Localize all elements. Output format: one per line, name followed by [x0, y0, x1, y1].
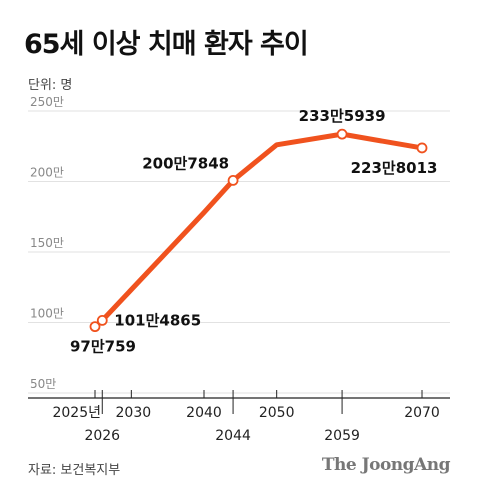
- x-tick-label: 2025년: [52, 405, 101, 421]
- x-tick-label: 2050: [259, 405, 295, 421]
- data-label: 233만5939: [299, 107, 386, 125]
- data-point-marker: [227, 174, 239, 186]
- x-tick-label: 2059: [324, 428, 360, 444]
- data-point-marker: [89, 321, 101, 333]
- y-tick-label: 50만: [30, 377, 56, 391]
- y-tick-label: 100만: [30, 307, 64, 321]
- data-point-marker: [336, 128, 348, 140]
- x-tick-label: 2044: [215, 428, 251, 444]
- data-label: 223만8013: [351, 159, 438, 177]
- y-tick-label: 150만: [30, 236, 64, 250]
- y-tick-label: 250만: [30, 95, 64, 109]
- x-tick-label: 2030: [116, 405, 152, 421]
- brand-logo: The JoongAng: [321, 455, 451, 475]
- data-label: 200만7848: [142, 154, 229, 172]
- data-label: 97만759: [70, 338, 136, 356]
- chart-title: 65세 이상 치매 환자 추이: [24, 29, 309, 60]
- data-label: 101만4865: [114, 311, 201, 329]
- source-label: 자료: 보건복지부: [28, 463, 121, 478]
- x-tick-label: 2070: [404, 405, 440, 421]
- x-tick-label: 2040: [186, 405, 222, 421]
- data-point-marker: [416, 142, 428, 154]
- unit-label: 단위: 명: [28, 78, 73, 93]
- y-tick-label: 200만: [30, 166, 64, 180]
- data-point-marker: [96, 315, 108, 326]
- x-tick-label: 2026: [84, 428, 120, 444]
